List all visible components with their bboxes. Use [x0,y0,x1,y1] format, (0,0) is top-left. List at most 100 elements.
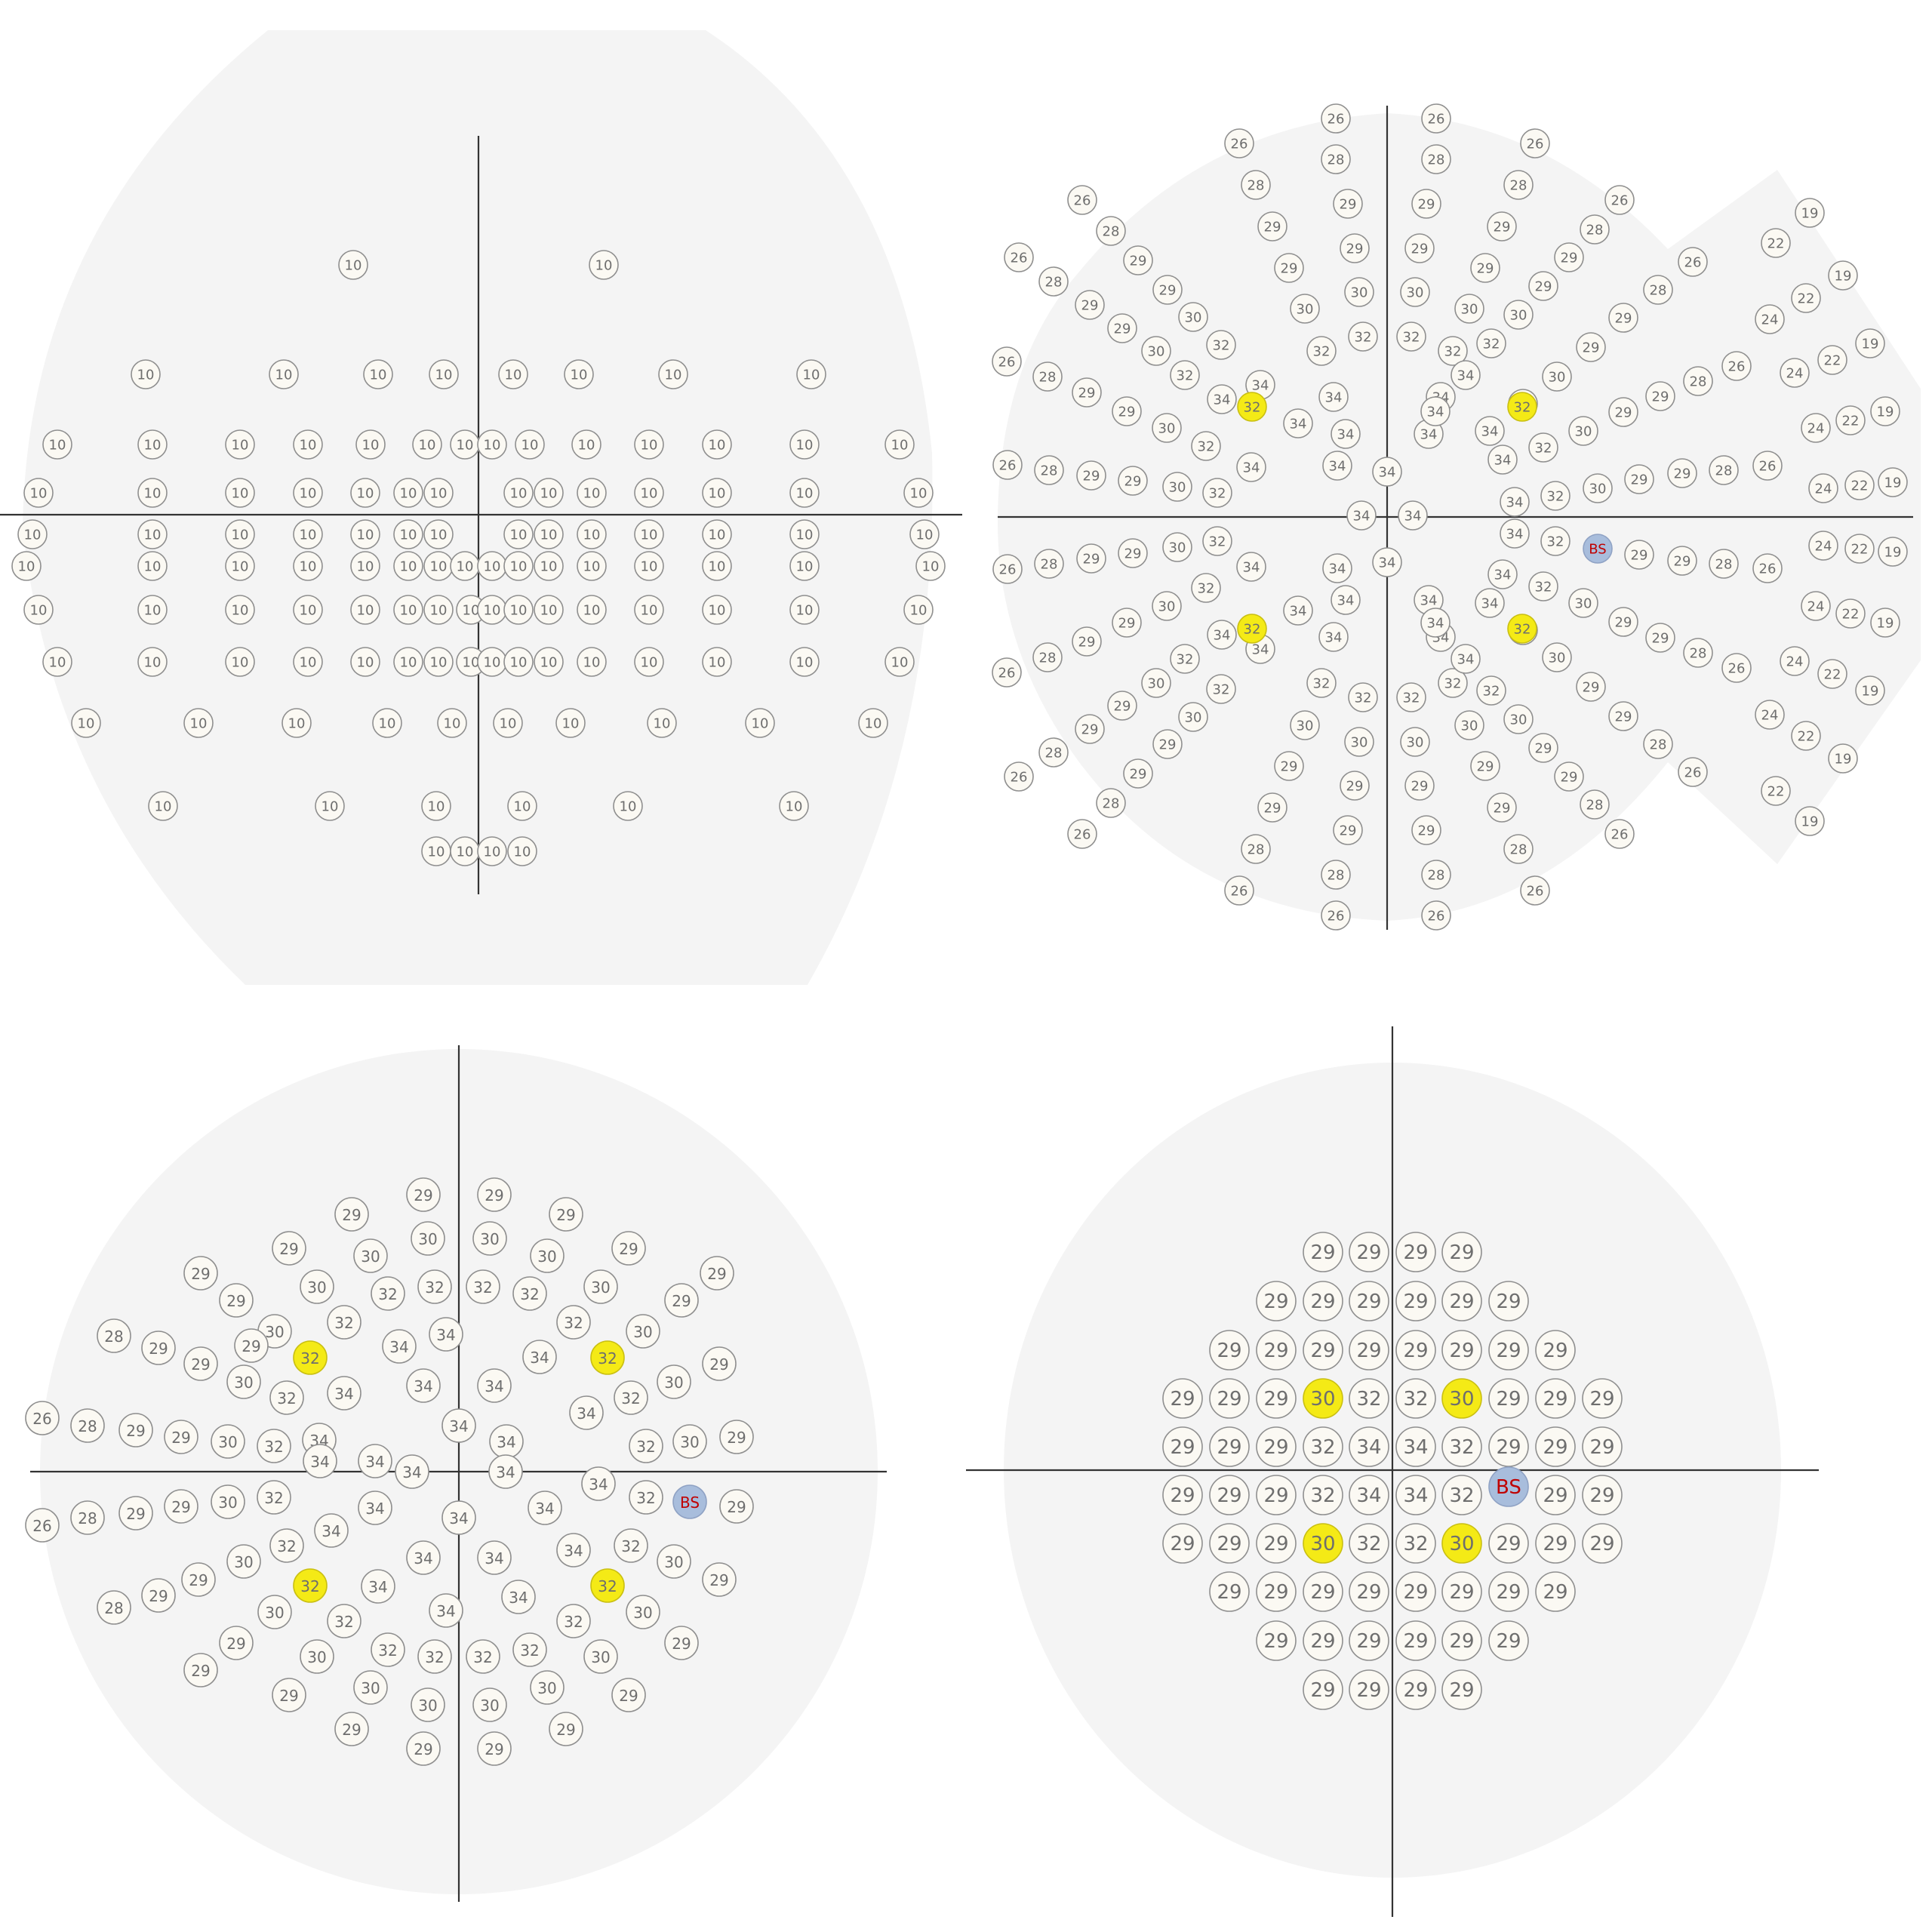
test-point: 22 [1761,776,1791,806]
test-point-value: 24 [1761,312,1779,328]
test-point: 30 [211,1484,245,1519]
test-point-circle [1780,358,1810,388]
test-point-value: 34 [1379,555,1396,571]
test-point: 10 [423,595,454,625]
test-point-circle [1476,675,1506,706]
test-point-circle [1321,860,1351,890]
test-point-circle [1257,211,1287,242]
test-point: 32 [1441,1475,1482,1515]
test-point-circle [581,1466,616,1501]
test-point: 28 [1643,729,1673,759]
test-point: 19 [1795,198,1825,228]
test-point-value: 19 [1884,475,1902,491]
test-point: 32 [1206,330,1236,360]
test-point-value: 10 [510,528,528,543]
test-point: 30 [1162,472,1192,502]
test-point: 29 [141,1578,176,1613]
test-point: 29 [1576,672,1606,702]
test-point: 32 [1348,321,1378,352]
test-point-value: 29 [1589,1533,1614,1555]
test-point-circle [992,657,1022,688]
test-point-circle [70,1408,105,1443]
test-point-circle [1206,330,1236,360]
test-point: 10 [423,519,454,549]
test-point-value: 30 [633,1323,652,1341]
test-point-circle [327,1305,361,1340]
test-point-value: 10 [665,368,682,383]
test-point-value: 32 [1535,441,1552,457]
test-point: 10 [589,250,619,280]
test-point: 26 [1678,247,1708,277]
test-point-circle [530,1670,565,1705]
test-point: 29 [141,1331,176,1365]
test-point-value: 28 [1041,557,1058,573]
test-point-value: 19 [1862,684,1879,700]
test-point-circle [183,708,214,738]
blind-spot-marker: BS [1488,1466,1529,1507]
test-point-value: 10 [457,559,474,575]
test-point-value: 29 [1543,1388,1567,1411]
test-point: 10 [789,647,820,677]
test-point: 10 [315,791,345,821]
test-point: 22 [1844,470,1875,500]
test-point: 10 [503,551,534,581]
test-point-circle [137,551,168,581]
test-point-circle [1791,283,1821,313]
test-point: 10 [503,647,534,677]
test-point-value: 34 [1290,604,1307,620]
test-point: 29 [1209,1475,1250,1515]
test-point: 30 [1290,710,1320,740]
test-point-circle [1795,806,1825,836]
test-point-circle [1808,473,1838,503]
test-point-value: 29 [126,1505,145,1523]
test-point: 29 [664,1626,699,1660]
test-point: 29 [1340,233,1370,263]
test-point: 29 [1645,623,1675,653]
test-point-circle [1870,396,1900,426]
test-point-circle [183,1653,218,1687]
test-point-circle [614,1528,648,1563]
test-point-value: 32 [1483,337,1500,352]
test-point-circle [1752,451,1783,481]
test-point-circle [507,791,537,821]
test-point-circle [1441,1620,1482,1661]
test-point-value: 29 [1652,389,1669,405]
test-point-value: 10 [583,559,601,575]
test-point-value: 10 [510,603,528,619]
test-point: 10 [634,595,664,625]
test-point-circle [789,551,820,581]
test-point: 29 [1209,1330,1250,1371]
test-point-circle [1209,1378,1250,1419]
test-point-value: 32 [636,1438,655,1456]
test-point-value: 32 [1313,676,1331,692]
test-point-value: 29 [342,1721,361,1739]
test-point-circle [1032,642,1063,672]
test-point: 30 [1152,591,1182,621]
test-point-circle [1835,598,1866,629]
test-point-circle [293,1568,328,1603]
test-point: 30 [1503,300,1534,330]
test-point-value: 10 [357,528,374,543]
test-point-value: 29 [709,1355,728,1374]
test-point: 30 [211,1424,245,1459]
test-point-value: 26 [1611,193,1629,209]
test-point: 29 [1528,271,1558,301]
test-point: 29 [1441,1620,1482,1661]
test-point: 29 [1395,1571,1436,1612]
test-point-value: 29 [1496,1388,1521,1411]
test-point-value: 10 [641,655,658,671]
test-point-circle [1582,1378,1623,1419]
test-point: 29 [1256,1571,1297,1612]
test-point-circle [1667,458,1697,488]
test-point: 29 [1624,540,1654,570]
test-point: 19 [1870,396,1900,426]
test-point: 29 [1118,538,1148,568]
test-point-value: 29 [189,1571,208,1589]
test-point-circle [1152,591,1182,621]
test-point-value: 26 [1428,112,1445,128]
test-point: 10 [634,647,664,677]
test-point-circle [1118,466,1148,496]
test-point-circle [71,708,101,738]
test-point-value: 29 [1263,1436,1288,1459]
test-point-circle [1207,384,1237,414]
